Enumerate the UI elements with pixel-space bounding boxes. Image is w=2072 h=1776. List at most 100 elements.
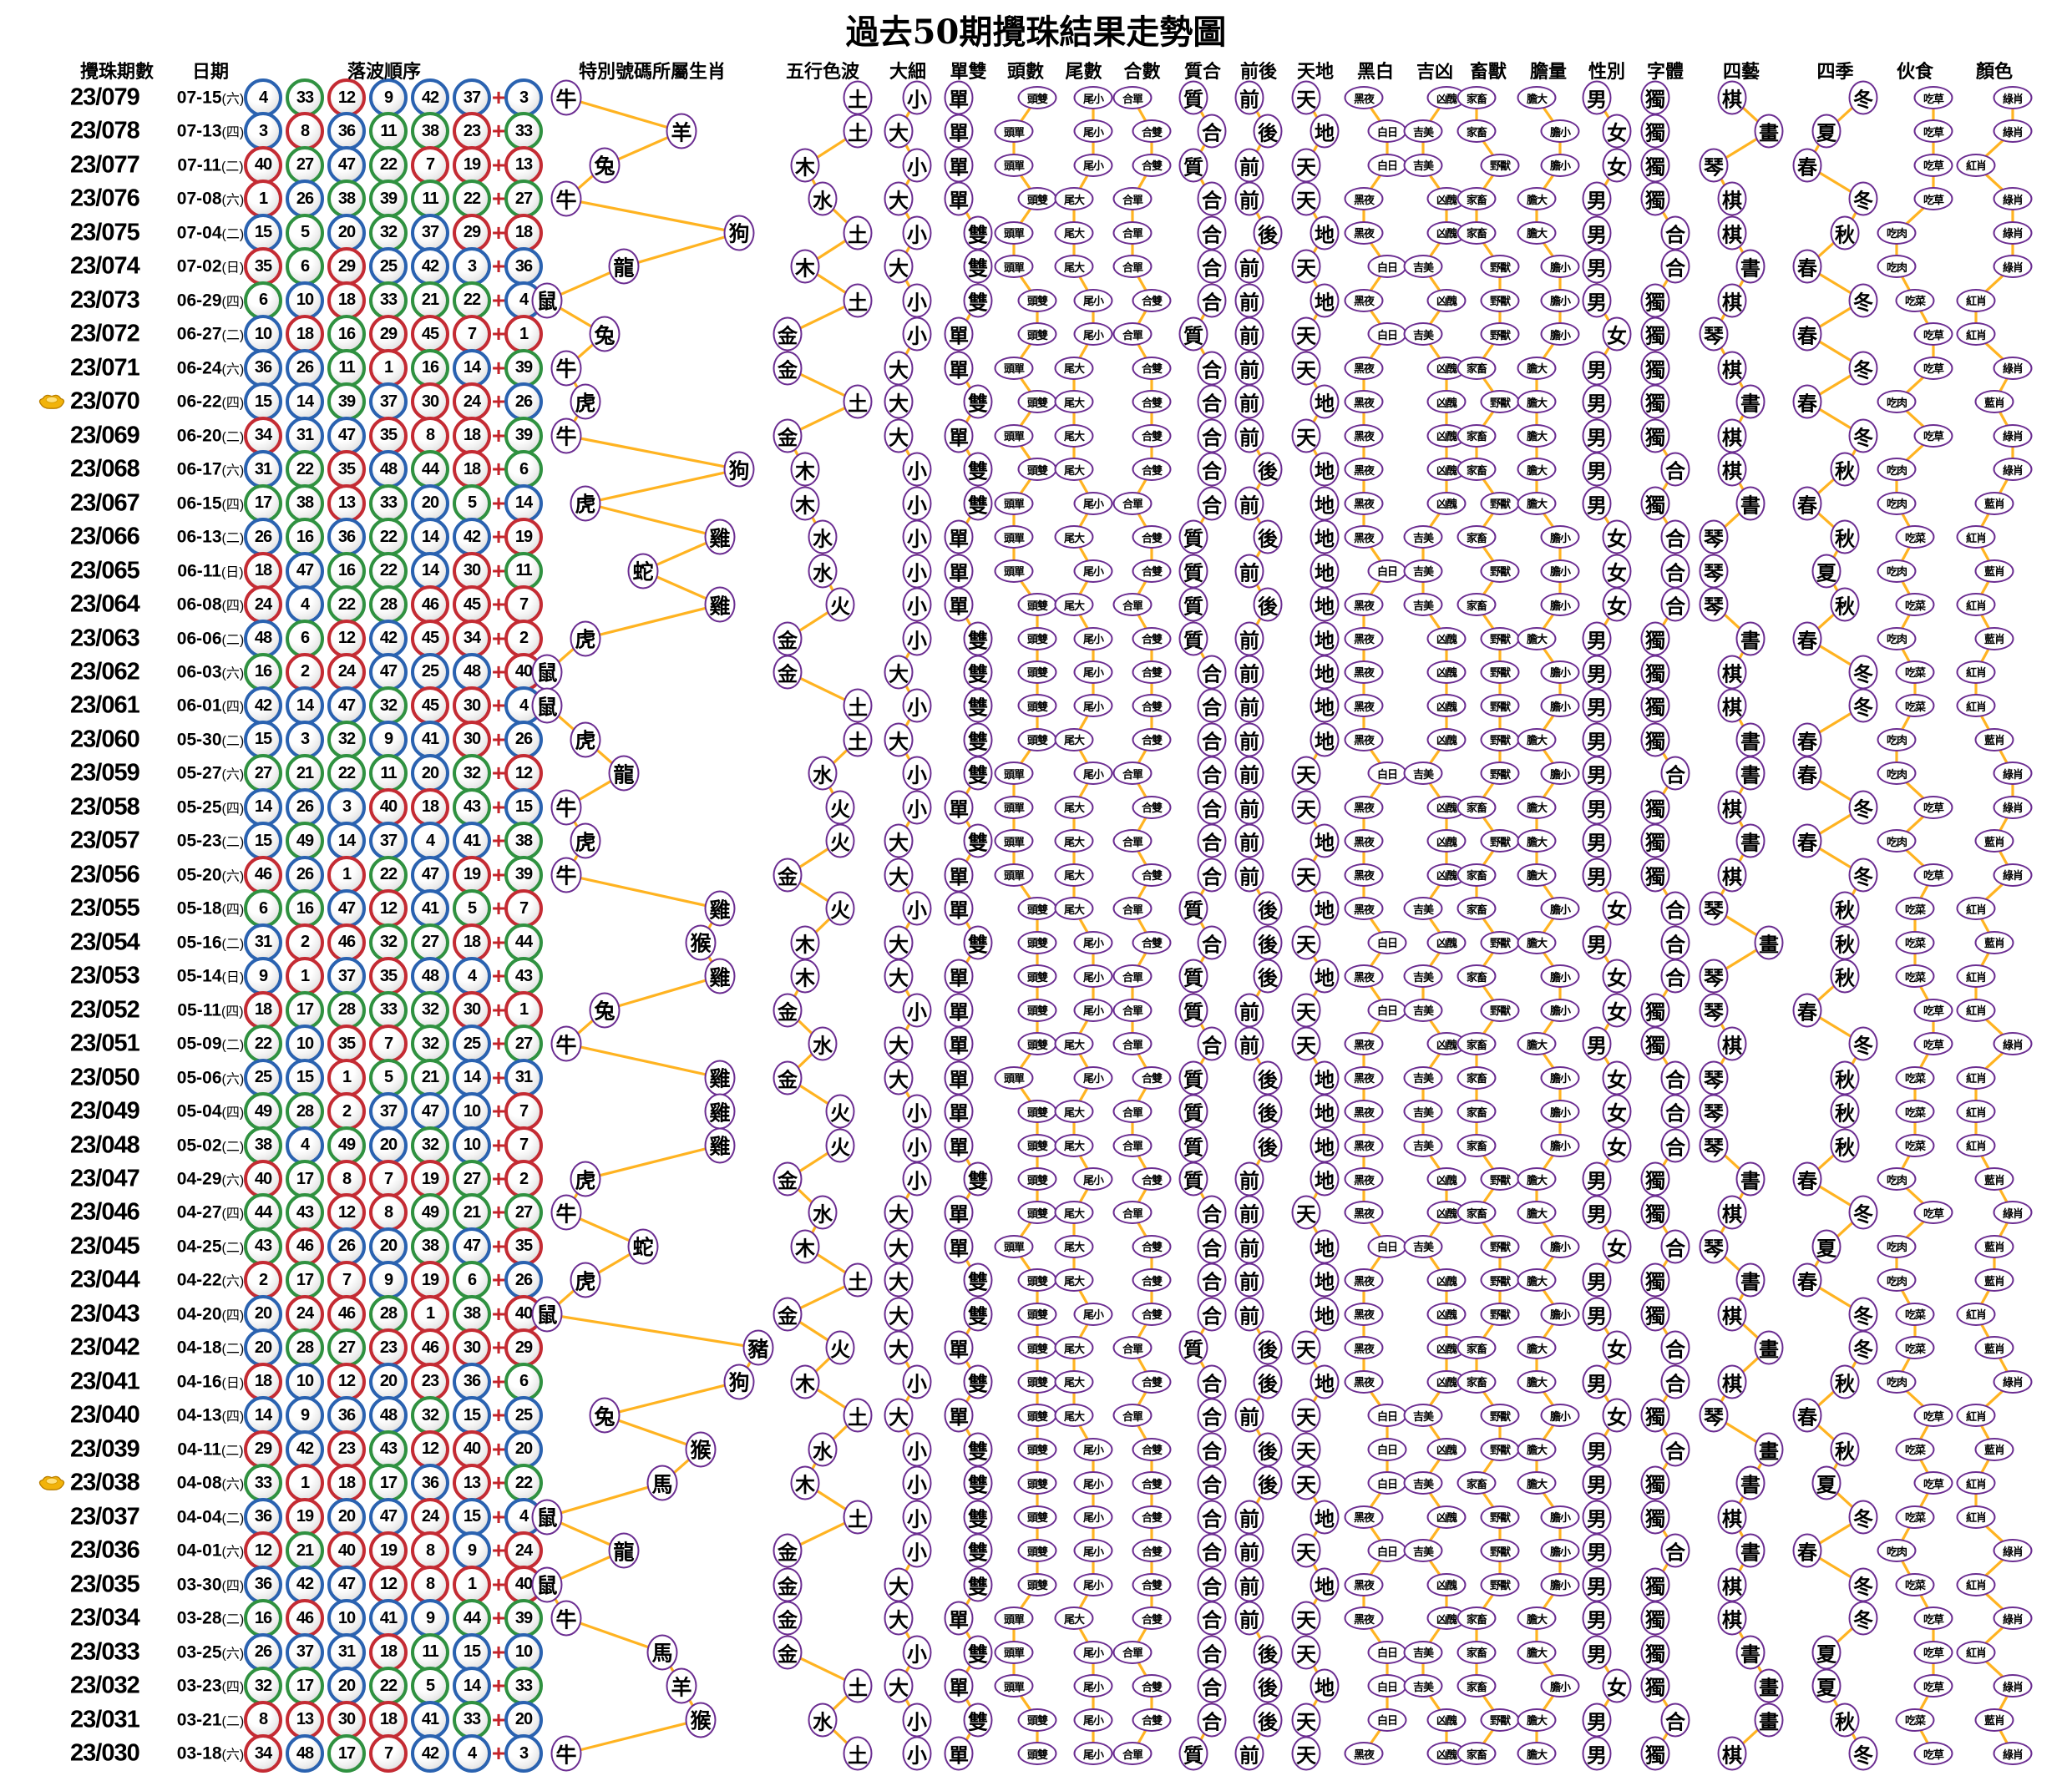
special-ball: 27: [504, 180, 543, 219]
special-ball: 35: [504, 1227, 543, 1266]
period-label: 23/066: [70, 523, 140, 550]
trend-cell-tiandi: 地: [1310, 1229, 1340, 1264]
trend-cell-chushou: 家畜: [1456, 220, 1497, 245]
special-ball: 27: [504, 1025, 543, 1064]
ball: 9: [286, 1396, 324, 1435]
column-header-danshuang: 單雙: [950, 61, 987, 82]
trend-cell-qianhou: 後: [1253, 1635, 1283, 1670]
period-label: 23/032: [70, 1672, 140, 1699]
trend-cell-huoshi: 吃草: [1913, 1606, 1953, 1631]
ball: 22: [369, 145, 408, 185]
trend-cell-heibai: 黑夜: [1344, 1302, 1384, 1326]
plus-sign: +: [491, 1300, 506, 1327]
trend-cell-toushu: 頭單: [994, 220, 1034, 245]
ball: 15: [453, 1396, 491, 1435]
trend-cell-siyi: 棋: [1717, 1195, 1747, 1230]
trend-cell-chushou: 家畜: [1456, 897, 1497, 921]
trend-cell-ziti: 獨: [1640, 688, 1670, 723]
trend-cell-weishu: 尾大: [1054, 795, 1094, 819]
trend-cell-qianhou: 前: [1234, 384, 1264, 419]
plus-sign: +: [491, 1267, 506, 1293]
trend-cell-siyi: 書: [1735, 823, 1766, 858]
date-label: 04-25(二): [176, 1237, 245, 1257]
trend-cell-wuxing: 水: [808, 1026, 838, 1061]
trend-cell-xingbie: 女: [1602, 1398, 1632, 1433]
date-label: 06-15(四): [176, 493, 245, 514]
special-ball: 31: [504, 1058, 543, 1097]
trend-cell-siyi: 琴: [1699, 891, 1729, 926]
trend-cell-siji: 冬: [1848, 1195, 1878, 1230]
trend-cell-weishu: 尾大: [1054, 458, 1094, 482]
trend-cell-heshu: 合雙: [1132, 119, 1172, 144]
zodiac-cell: 虎: [570, 1161, 601, 1197]
trend-cell-toushu: 頭單: [994, 1065, 1034, 1090]
trend-cell-yanse: 藍肖: [1974, 1268, 2014, 1293]
ball: 32: [411, 1396, 449, 1435]
ball: 47: [411, 855, 449, 894]
ball: 43: [244, 1227, 282, 1266]
trend-cell-daxiao: 小: [902, 1465, 932, 1500]
trend-cell-daxiao: 小: [902, 452, 932, 487]
trend-cell-yanse: 紅肖: [1956, 964, 1996, 989]
ball: 8: [411, 416, 449, 455]
plus-sign: +: [491, 1334, 506, 1361]
trend-cell-siji: 春: [1792, 384, 1822, 419]
zodiac-cell: 兔: [589, 1397, 621, 1434]
zodiac-cell: 虎: [570, 822, 601, 859]
date-label: 05-06(六): [176, 1068, 245, 1088]
trend-cell-danliang: 膽小: [1540, 762, 1580, 786]
trend-cell-weishu: 尾小: [1073, 964, 1113, 989]
trend-cell-xingbie: 女: [1602, 316, 1632, 352]
trend-cell-wuxing: 木: [790, 1229, 820, 1264]
special-ball: 10: [504, 1632, 543, 1672]
zodiac-cell: 虎: [570, 485, 601, 522]
trend-cell-yanse: 藍肖: [1974, 559, 2014, 583]
trend-cell-ziti: 合: [1660, 1330, 1690, 1365]
ball: 29: [369, 315, 408, 354]
zodiac-cell: 狗: [723, 1364, 755, 1400]
trend-cell-siji: 春: [1792, 486, 1822, 521]
trend-cell-xingbie: 男: [1582, 1703, 1612, 1738]
trend-cell-huoshi: 吃肉: [1877, 491, 1917, 515]
trend-cell-toushu: 頭雙: [1017, 964, 1057, 989]
ball: 18: [453, 416, 491, 455]
trend-cell-tiandi: 地: [1310, 959, 1340, 994]
date-label: 07-13(四): [176, 121, 245, 141]
trend-cell-yanse: 紅肖: [1956, 694, 1996, 718]
trend-cell-danshuang: 單: [944, 1195, 974, 1230]
trend-cell-heshu: 合單: [1112, 1201, 1153, 1225]
ball: 26: [327, 1227, 366, 1266]
trend-cell-qianhou: 後: [1253, 1432, 1283, 1467]
ball: 12: [369, 1565, 408, 1604]
trend-cell-weishu: 尾小: [1073, 153, 1113, 177]
zodiac-cell: 狗: [723, 451, 755, 488]
trend-cell-yanse: 綠肖: [1993, 119, 2033, 144]
trend-cell-daxiao: 大: [884, 1026, 914, 1061]
ball: 10: [327, 1599, 366, 1638]
zodiac-cell: 蛇: [627, 1228, 659, 1265]
trend-cell-tiandi: 天: [1291, 80, 1321, 115]
column-header-weishu: 尾數: [1065, 61, 1102, 82]
ball: 11: [369, 754, 408, 793]
ball: 47: [411, 1092, 449, 1131]
ball: 28: [286, 1092, 324, 1131]
trend-cell-zhihe: 合: [1197, 1703, 1227, 1738]
special-ball: 39: [504, 1599, 543, 1638]
trend-cell-chushou: 野獸: [1480, 1404, 1520, 1428]
ball: 27: [453, 1160, 491, 1199]
trend-cell-yanse: 紅肖: [1956, 1640, 1996, 1664]
ball: 27: [286, 145, 324, 185]
trend-cell-danshuang: 雙: [963, 823, 993, 858]
trend-cell-ziti: 獨: [1640, 418, 1670, 453]
ball: 7: [411, 145, 449, 185]
trend-cell-siyi: 棋: [1717, 1026, 1747, 1061]
trend-cell-heibai: 黑夜: [1344, 626, 1384, 650]
trend-cell-yanse: 綠肖: [1993, 1539, 2033, 1563]
trend-cell-siji: 秋: [1830, 959, 1860, 994]
column-header-wuxing: 五行色波: [785, 61, 860, 82]
column-header-xingbie: 性別: [1588, 61, 1626, 82]
trend-cell-wuxing: 土: [843, 1736, 873, 1771]
trend-cell-daxiao: 大: [884, 1262, 914, 1298]
trend-cell-daxiao: 大: [884, 925, 914, 960]
plus-sign: +: [491, 1199, 506, 1226]
